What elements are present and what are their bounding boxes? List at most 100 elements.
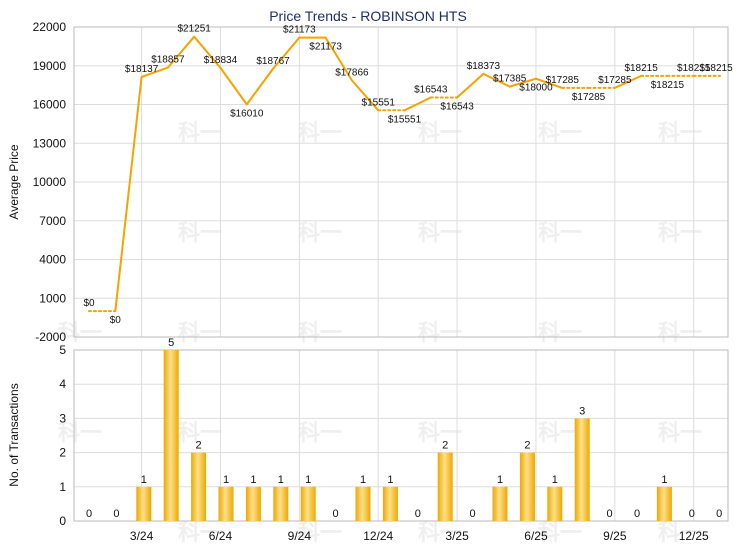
volume-bar — [519, 452, 535, 521]
volume-bar — [437, 452, 453, 521]
price-y-axis-ticks: -2000 1000 4000 7000 10000 13000 16000 19000 220… — [33, 20, 67, 344]
x-tick-label: 6/25 — [524, 529, 548, 543]
price-line-segment — [193, 35, 222, 69]
x-axis-ticks: 3/24 6/24 9/24 12/24 3/25 6/25 9/25 12/25 — [130, 529, 709, 543]
volume-data-label: 0 — [689, 508, 695, 520]
volume-data-label: 1 — [661, 474, 667, 486]
volume-y-axis-ticks: 0 1 2 3 4 5 — [59, 343, 66, 528]
watermark: 科一 — [418, 321, 462, 346]
watermark: 科一 — [178, 221, 222, 246]
price-line-segment — [350, 79, 380, 112]
watermark: 科一 — [658, 121, 702, 146]
price-y-tick-label: 19000 — [33, 59, 67, 73]
price-data-labels: $0 $0 $18137$18857 $21251 $18834 $16010 $18767… — [83, 24, 733, 326]
price-data-label: $18215 — [651, 80, 685, 91]
price-line-segment — [613, 74, 643, 89]
volume-data-label: 1 — [497, 474, 503, 486]
price-y-tick-label: 7000 — [39, 214, 66, 228]
volume-data-label: 2 — [442, 440, 448, 452]
volume-bar — [355, 486, 371, 521]
volume-y-tick-label: 1 — [59, 480, 66, 494]
price-data-label: $18834 — [204, 55, 238, 66]
price-line-segment — [324, 36, 353, 82]
watermark: 科一 — [298, 521, 342, 546]
price-data-label: $18000 — [519, 83, 553, 94]
price-y-tick-label: 1000 — [39, 291, 66, 305]
price-data-label: $0 — [110, 315, 122, 326]
volume-data-label: 3 — [579, 405, 585, 417]
price-line-segment — [272, 36, 301, 70]
volume-data-label: 5 — [168, 337, 174, 349]
price-data-label: $17285 — [572, 92, 606, 103]
volume-bar — [273, 486, 289, 521]
volume-bar — [136, 486, 152, 521]
price-data-label: $18767 — [256, 56, 290, 67]
price-line-segment — [245, 67, 275, 106]
price-line-series — [88, 35, 721, 313]
volume-y-axis-title: No. of Transactions — [7, 383, 21, 486]
watermark: 科一 — [658, 521, 702, 546]
watermark: 科一 — [178, 521, 222, 546]
watermark: 科一 — [418, 121, 462, 146]
volume-bar — [547, 486, 563, 521]
price-y-tick-label: 16000 — [33, 98, 67, 112]
price-line-segment — [403, 96, 432, 112]
price-data-label: $17385 — [493, 74, 527, 85]
price-data-label: $18215 — [624, 63, 658, 74]
watermark: 科一 — [418, 221, 462, 246]
volume-data-label: 0 — [470, 508, 476, 520]
volume-data-label: 0 — [415, 508, 421, 520]
x-tick-label: 6/24 — [209, 529, 233, 543]
price-data-label: $18137 — [125, 64, 159, 75]
volume-bar — [656, 486, 672, 521]
volume-bar — [163, 350, 179, 521]
volume-data-label: 2 — [196, 440, 202, 452]
price-y-tick-label: 10000 — [33, 175, 67, 189]
volume-bar — [191, 452, 207, 521]
price-data-label: $15551 — [362, 97, 396, 108]
price-line-segment — [219, 66, 248, 106]
watermark: 科一 — [658, 421, 702, 446]
price-data-label: $18857 — [151, 55, 185, 66]
volume-data-label: 0 — [333, 508, 339, 520]
x-tick-label: 9/25 — [603, 529, 627, 543]
price-y-tick-label: -2000 — [35, 330, 66, 344]
volume-bar — [574, 418, 590, 521]
volume-data-label: 1 — [305, 474, 311, 486]
watermark: 科一 — [178, 321, 222, 346]
price-y-axis-title: Average Price — [7, 144, 21, 219]
price-y-tick-label: 22000 — [33, 20, 67, 34]
volume-y-tick-label: 5 — [59, 343, 66, 357]
price-plot-frame — [73, 26, 729, 338]
volume-data-label: 1 — [250, 474, 256, 486]
price-data-label: $16543 — [414, 84, 448, 95]
watermark: 科一 — [298, 321, 342, 346]
price-data-label: $17285 — [546, 75, 580, 86]
watermark: 科一 — [538, 221, 582, 246]
price-grid — [74, 26, 728, 338]
x-tick-label: 3/25 — [445, 529, 469, 543]
volume-data-label: 0 — [113, 508, 119, 520]
x-tick-label: 9/24 — [288, 529, 312, 543]
x-tick-label: 3/24 — [130, 529, 154, 543]
volume-y-tick-label: 4 — [59, 377, 66, 391]
volume-data-label: 1 — [141, 474, 147, 486]
price-line-segment — [166, 35, 196, 69]
volume-data-label: 1 — [278, 474, 284, 486]
watermark: 科一 — [418, 421, 462, 446]
price-y-tick-label: 4000 — [39, 253, 66, 267]
price-line-segment — [456, 72, 485, 99]
price-data-label: $16010 — [230, 108, 264, 119]
price-line-segment — [114, 75, 143, 313]
price-line-segment — [140, 66, 169, 78]
price-data-label: $18215 — [677, 63, 711, 74]
price-panel: -2000 1000 4000 7000 10000 13000 16000 19000 220… — [7, 20, 733, 344]
volume-bar — [300, 486, 316, 521]
volume-y-tick-label: 2 — [59, 446, 66, 460]
watermark: 科一 — [298, 121, 342, 146]
x-tick-label: 12/24 — [363, 529, 393, 543]
price-data-label: $21251 — [177, 24, 211, 35]
watermark: 科一 — [418, 521, 462, 546]
watermark: 科一 — [58, 321, 102, 346]
watermark: 科一 — [538, 421, 582, 446]
